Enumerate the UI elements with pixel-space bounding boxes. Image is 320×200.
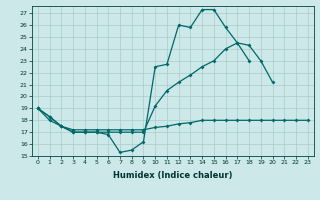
X-axis label: Humidex (Indice chaleur): Humidex (Indice chaleur) — [113, 171, 233, 180]
